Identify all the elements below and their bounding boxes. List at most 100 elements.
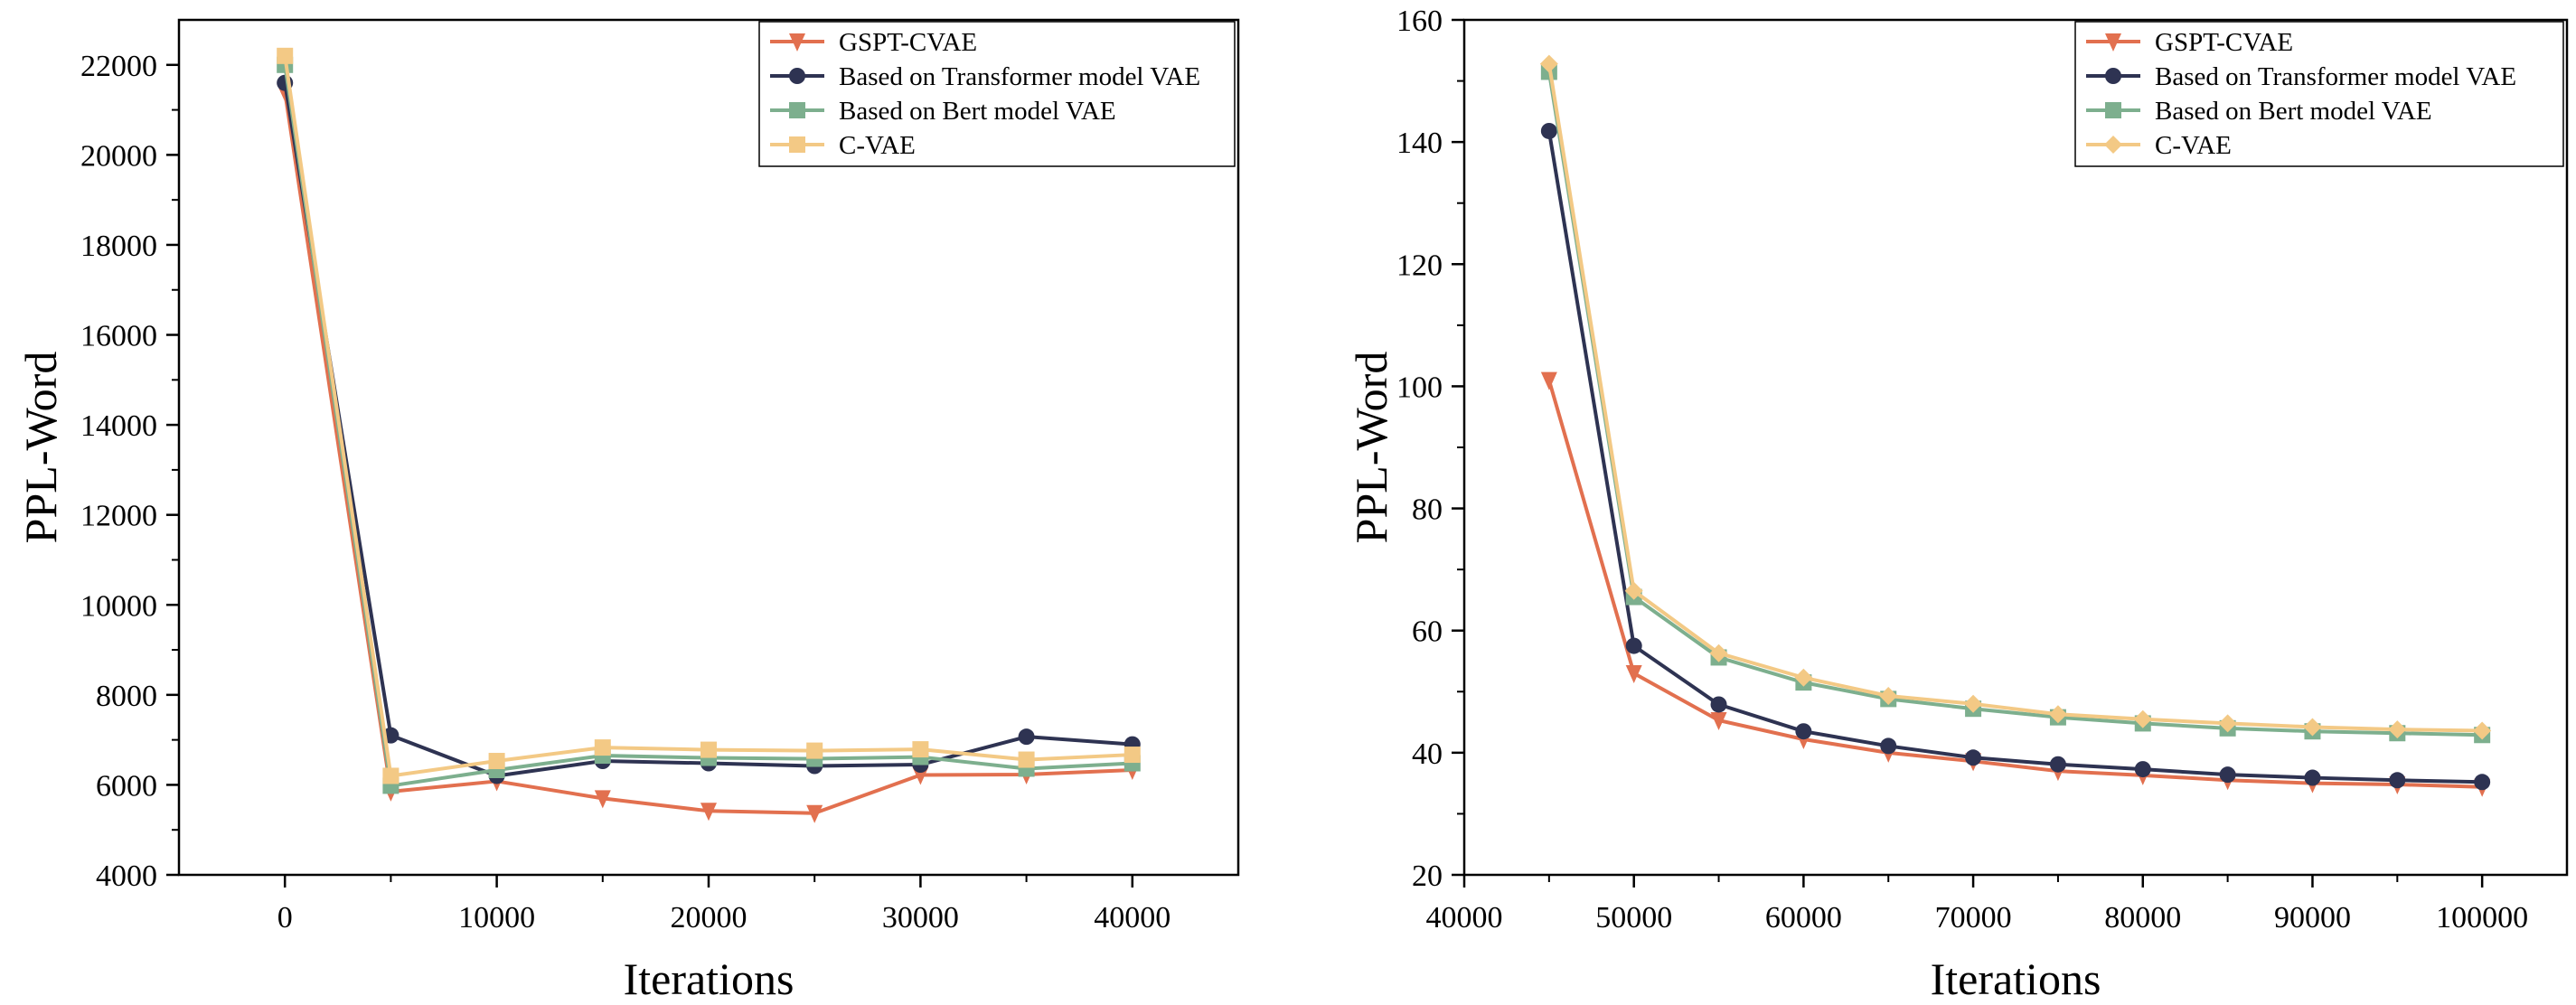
data-point (2218, 714, 2237, 733)
legend-box (758, 21, 1236, 167)
x-tick-label: 20000 (671, 901, 747, 935)
data-point (2304, 769, 2321, 786)
data-point (2133, 709, 2152, 728)
data-point (1709, 643, 1728, 662)
series-based-on-bert-model-vae (277, 56, 1141, 794)
series-line (1547, 380, 2483, 789)
legend: GSPT-CVAE Based on Transformer model VAE B… (2074, 21, 2564, 167)
series-gspt-cvae (277, 83, 1141, 823)
y-tick-label: 6000 (96, 769, 157, 803)
x-axis-title: Iterations (624, 953, 794, 1004)
legend-swatch-marker (2105, 33, 2121, 52)
series-line (1547, 63, 2483, 733)
y-tick-label: 4000 (96, 859, 157, 893)
legend-label: C-VAE (2155, 131, 2232, 160)
y-tick-label: 16000 (80, 320, 157, 353)
y-tick-label: 160 (1396, 5, 1443, 38)
y-tick-label: 60 (1412, 615, 1443, 649)
data-point (1624, 581, 1643, 600)
data-point (594, 790, 611, 809)
data-point (277, 47, 294, 64)
legend: GSPT-CVAE Based on Transformer model VAE B… (758, 21, 1236, 167)
chart-right-ppl-word-vs-iterations: 20 40 60 80 100 120 140 160 40000 50000 60000 70000… (1346, 5, 2569, 1004)
data-point (1794, 668, 1813, 687)
y-tick-label: 20000 (80, 139, 157, 173)
data-point (912, 741, 929, 758)
legend-swatch-marker (789, 102, 805, 118)
data-point (1964, 694, 1983, 713)
x-tick-label: 60000 (1765, 901, 1842, 935)
legend-label: GSPT-CVAE (839, 28, 977, 57)
data-point (2303, 718, 2322, 737)
y-tick-label: 14000 (80, 409, 157, 443)
series-c-vae (1539, 54, 2492, 740)
y-axis-title: PPL-Word (1346, 352, 1396, 544)
y-tick-label: 8000 (96, 680, 157, 713)
series-line (1547, 71, 2483, 737)
legend-label: Based on Bert model VAE (2155, 97, 2432, 126)
x-tick-label: 70000 (1935, 901, 2012, 935)
data-point (488, 753, 505, 770)
x-tick-label: 80000 (2104, 901, 2181, 935)
chart-left-ppl-word-vs-iterations: 4000 6000 8000 10000 12000 14000 16000 18000 200… (15, 18, 1240, 1004)
x-tick-label: 90000 (2274, 901, 2351, 935)
legend-label: GSPT-CVAE (2155, 28, 2293, 57)
y-tick-label: 22000 (80, 50, 157, 83)
legend-swatch-marker (789, 68, 805, 84)
data-point (2474, 774, 2491, 791)
legend-swatch-marker (2104, 136, 2122, 154)
data-point (594, 739, 611, 756)
data-point (1880, 737, 1897, 755)
data-point (1625, 637, 1642, 654)
y-tick-label: 12000 (80, 500, 157, 533)
x-tick-label: 100000 (2436, 901, 2528, 935)
legend-label: Based on Transformer model VAE (839, 62, 1200, 91)
data-point (2473, 721, 2492, 740)
data-point (1710, 696, 1727, 713)
legend-label: C-VAE (839, 131, 916, 160)
data-point (1123, 747, 1141, 764)
y-tick-label: 140 (1396, 127, 1443, 160)
data-point (2389, 772, 2406, 789)
y-tick-label: 10000 (80, 589, 157, 623)
series-line (283, 91, 1133, 815)
legend-swatch-marker (2105, 102, 2121, 118)
series-based-on-transformer-model-vae (1540, 122, 2491, 791)
series-c-vae (277, 47, 1141, 784)
x-tick-label: 10000 (458, 901, 535, 935)
series-line (283, 82, 1133, 778)
y-axis-title: PPL-Word (15, 352, 66, 544)
x-tick-label: 0 (277, 901, 293, 935)
data-point (806, 804, 823, 823)
y-tick-label: 100 (1396, 371, 1443, 404)
y-tick-label: 40 (1412, 737, 1443, 771)
x-tick-label: 30000 (882, 901, 959, 935)
legend-label: Based on Transformer model VAE (2155, 62, 2516, 91)
legend-label: Based on Bert model VAE (839, 97, 1116, 126)
legend-swatch-marker (789, 136, 805, 153)
x-axis-title: Iterations (1931, 953, 2101, 1004)
data-point (806, 742, 823, 759)
series-line (1547, 130, 2483, 784)
data-point (1539, 54, 1558, 73)
data-point (1879, 687, 1898, 706)
y-tick-label: 20 (1412, 859, 1443, 893)
data-point (1018, 728, 1035, 746)
data-point (1540, 122, 1557, 139)
legend-swatch-marker (2105, 68, 2121, 84)
data-point (2048, 705, 2067, 724)
data-point (2388, 720, 2407, 739)
data-point (1540, 371, 1557, 390)
series-line (283, 64, 1133, 788)
x-tick-label: 50000 (1595, 901, 1672, 935)
data-point (1795, 723, 1812, 740)
y-tick-label: 18000 (80, 230, 157, 263)
data-point (1625, 665, 1642, 684)
series-based-on-transformer-model-vae (277, 74, 1141, 784)
data-point (1710, 712, 1727, 731)
legend-box (2074, 21, 2564, 167)
data-point (382, 767, 400, 784)
y-tick-label: 120 (1396, 249, 1443, 282)
data-point (1965, 749, 1982, 766)
